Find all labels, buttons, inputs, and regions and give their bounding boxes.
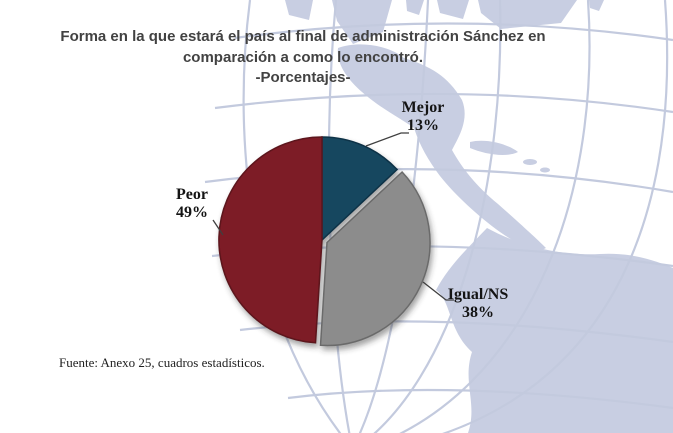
slice-label-mejor: Mejor 13% xyxy=(390,99,456,135)
pie-slice-peor xyxy=(218,136,323,344)
leader-line-mejor xyxy=(365,132,409,147)
slice-label-peor-pct: 49% xyxy=(176,204,208,221)
slice-label-igual: Igual/NS 38% xyxy=(441,286,515,322)
leader-line-igual xyxy=(422,281,454,301)
source-note: Fuente: Anexo 25, cuadros estadísticos. xyxy=(59,355,265,370)
chart-title: Forma en la que estará el país al final … xyxy=(23,27,583,89)
chart-title-line2: comparación a como lo encontró. xyxy=(182,48,424,66)
leader-line-peor xyxy=(212,219,224,236)
slice-label-mejor-pct: 13% xyxy=(407,117,439,134)
slice-label-peor: Peor 49% xyxy=(159,186,225,222)
slice-label-mejor-name: Mejor xyxy=(401,99,445,116)
chart-title-line3: -Porcentajes- xyxy=(255,69,351,86)
slice-label-peor-name: Peor xyxy=(176,186,208,203)
pie-slices xyxy=(218,136,431,347)
pie-slice-mejor xyxy=(321,136,399,242)
watermark-landmasses xyxy=(285,0,673,433)
slice-label-igual-name: Igual/NS xyxy=(447,286,509,303)
chart-title-line1: Forma en la que estará el país al final … xyxy=(60,28,546,45)
leader-lines xyxy=(212,132,454,301)
pie-slice-igual-ns xyxy=(319,170,431,347)
slice-label-igual-pct: 38% xyxy=(462,304,494,321)
